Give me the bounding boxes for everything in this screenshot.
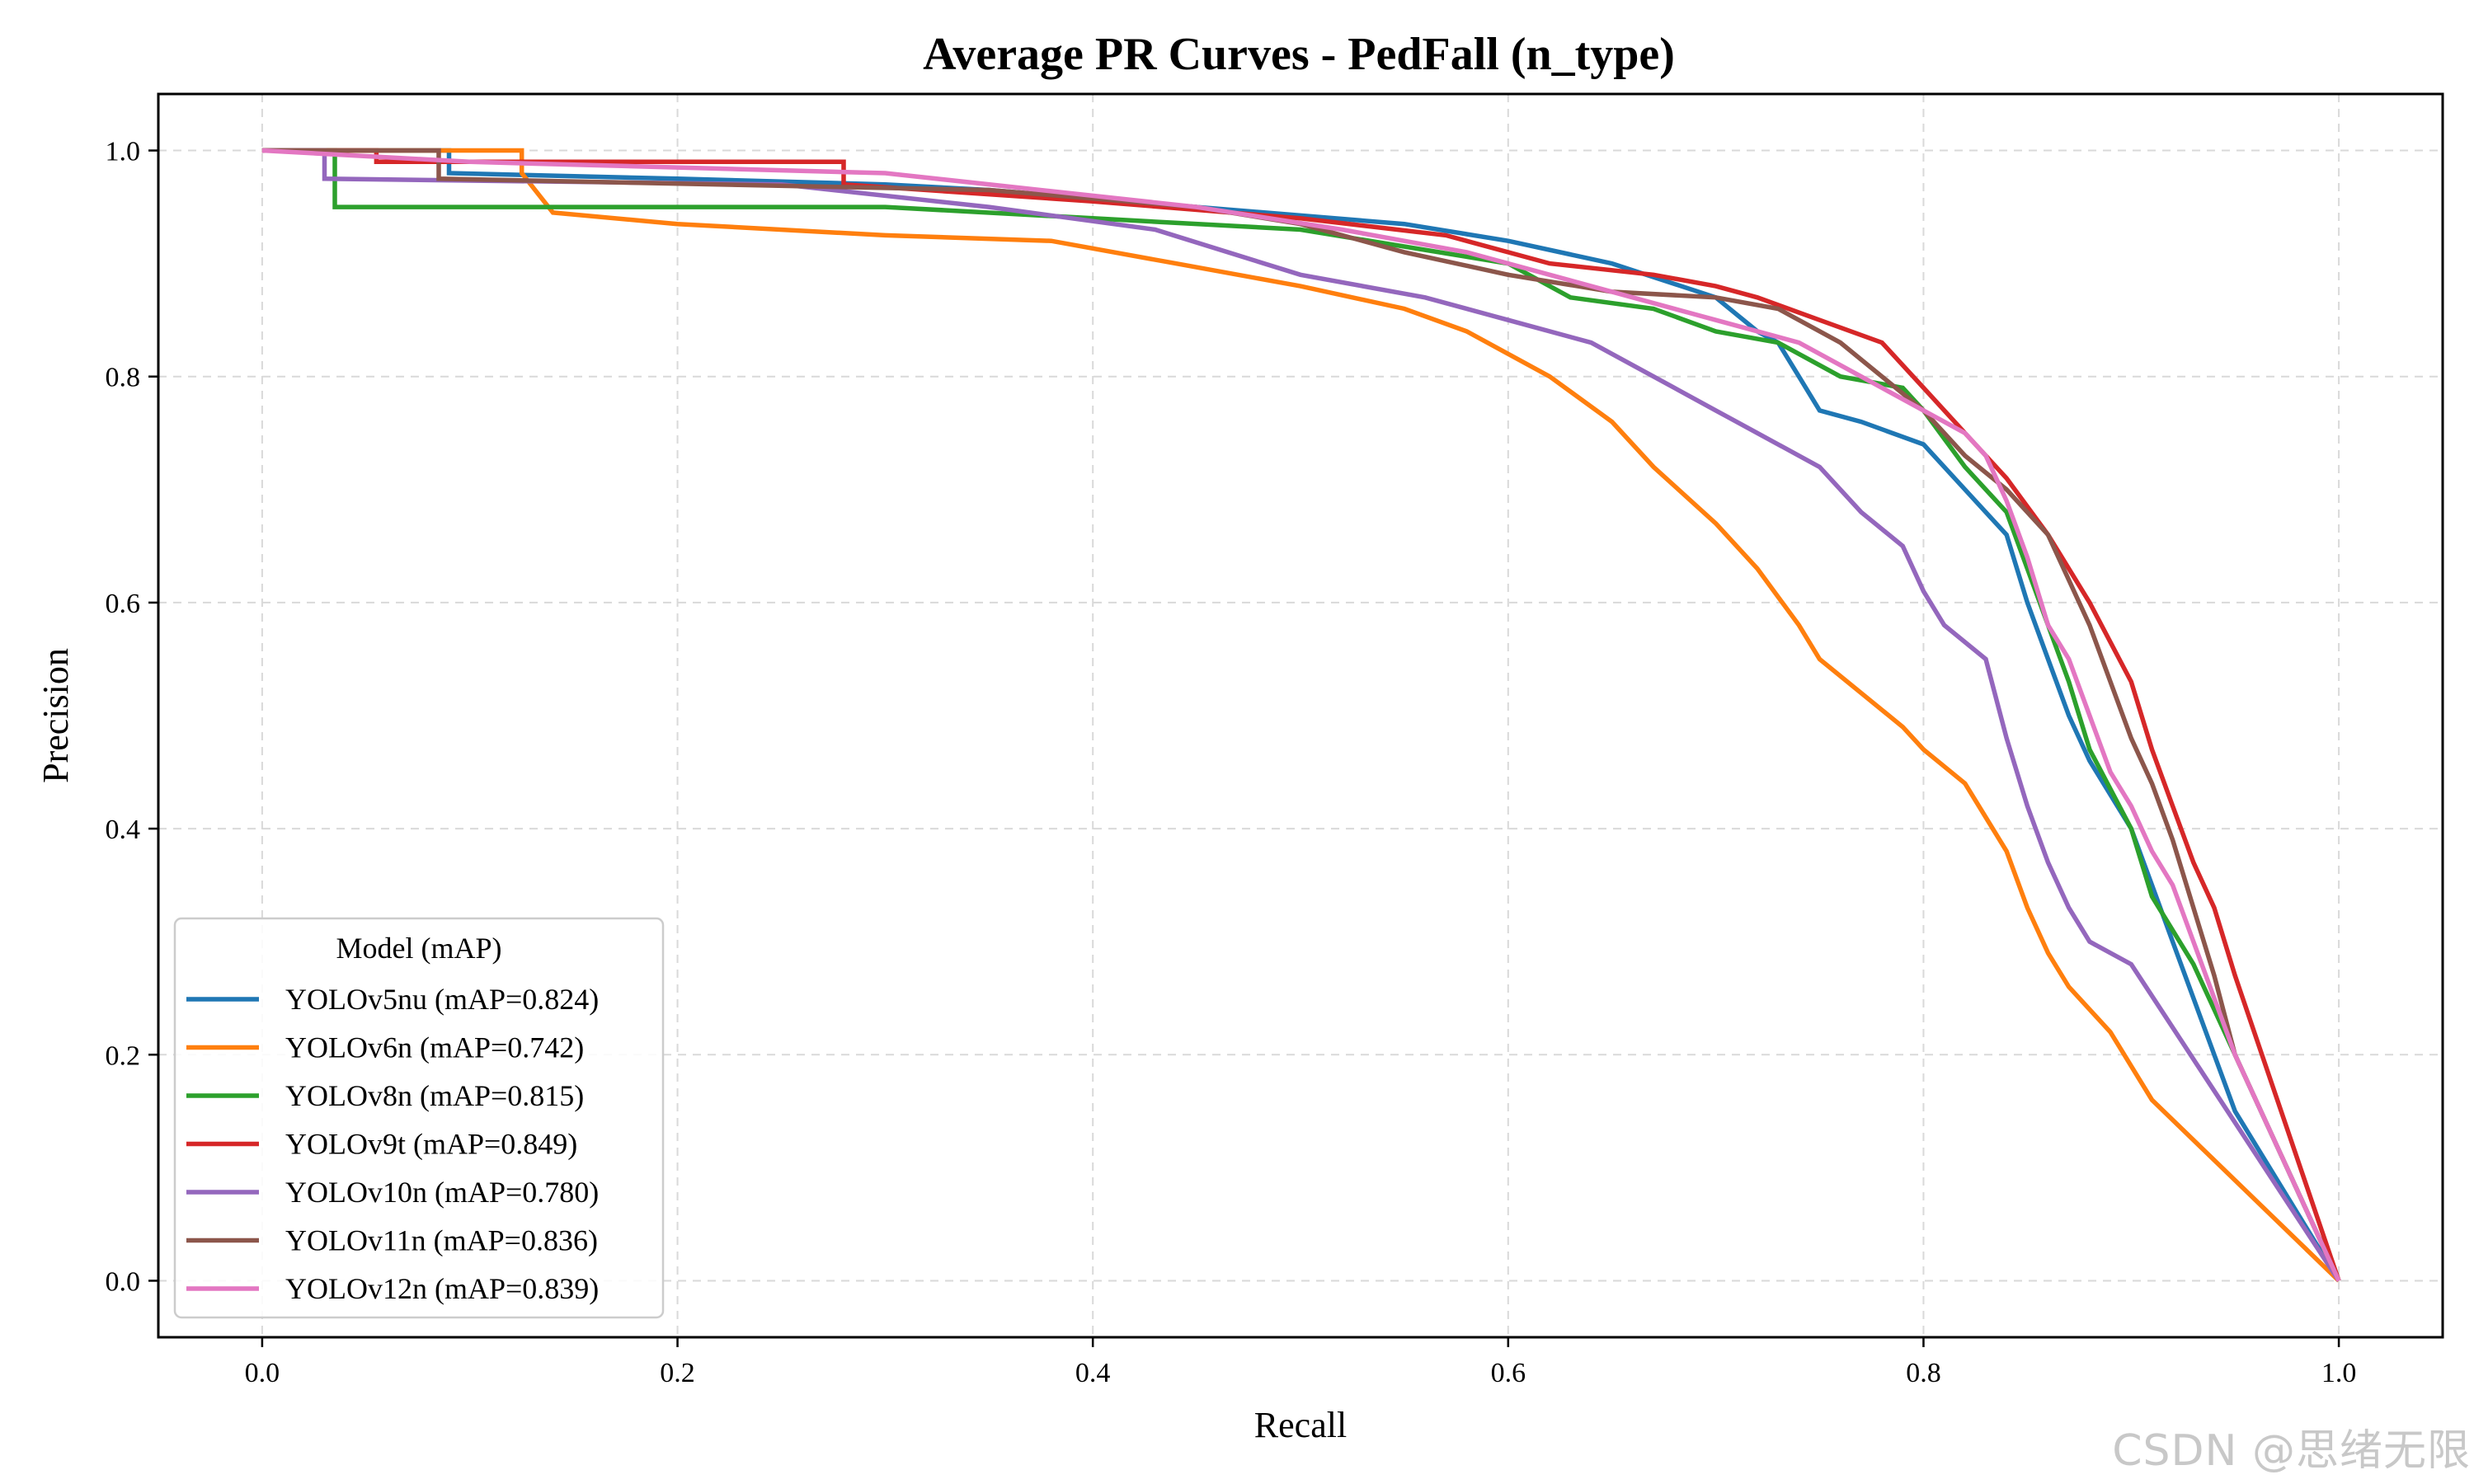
x-tick-label: 0.2 <box>660 1358 695 1388</box>
y-tick-label: 0.6 <box>106 589 141 619</box>
watermark: CSDN @思绪无限 <box>2112 1426 2471 1476</box>
legend-label: YOLOv5nu (mAP=0.824) <box>285 983 599 1016</box>
y-tick-label: 0.8 <box>106 363 141 393</box>
y-tick-label: 0.0 <box>106 1266 141 1297</box>
legend-label: YOLOv8n (mAP=0.815) <box>285 1079 584 1112</box>
y-tick-label: 0.2 <box>106 1040 141 1071</box>
y-tick-label: 0.4 <box>106 815 141 845</box>
legend-box <box>173 917 665 1319</box>
y-tick-label: 1.0 <box>106 137 141 167</box>
x-tick-label: 0.8 <box>1906 1358 1941 1388</box>
legend-label: YOLOv12n (mAP=0.839) <box>285 1272 599 1305</box>
legend-title: Model (mAP) <box>336 932 502 965</box>
legend-label: YOLOv11n (mAP=0.836) <box>285 1224 598 1257</box>
plot-frame <box>157 92 2444 1339</box>
x-tick-label: 0.4 <box>1075 1358 1111 1388</box>
series-line-7 <box>261 148 2341 1282</box>
x-tick-label: 1.0 <box>2321 1358 2357 1388</box>
grid-layer <box>158 94 2443 1337</box>
legend-label: YOLOv6n (mAP=0.742) <box>285 1031 584 1064</box>
legend-items: YOLOv5nu (mAP=0.824) YOLOv6n (mAP=0.742) Y… <box>186 983 599 1305</box>
y-axis-label: Precision <box>35 648 76 783</box>
legend-label: YOLOv9t (mAP=0.849) <box>285 1128 577 1161</box>
series-line-2 <box>261 148 2341 1283</box>
x-tick-label: 0.6 <box>1491 1358 1526 1388</box>
legend-label: YOLOv10n (mAP=0.780) <box>285 1176 599 1209</box>
tick-layer: 0.0 0.2 0.4 0.6 0.8 1.0 0.0 0.2 0.4 0.6 0.8 1.0 <box>106 137 2357 1388</box>
x-axis-label: Recall <box>1254 1405 1347 1445</box>
chart-title: Average PR Curves - PedFall (n_type) <box>923 29 1675 80</box>
legend: Model (mAP) YOLOv5nu (mAP=0.824) YOLOv6n … <box>173 917 665 1319</box>
series-line-3 <box>261 148 2341 1282</box>
series-line-5 <box>261 148 2341 1283</box>
series-layer <box>261 148 2341 1283</box>
x-tick-label: 0.0 <box>245 1358 280 1388</box>
